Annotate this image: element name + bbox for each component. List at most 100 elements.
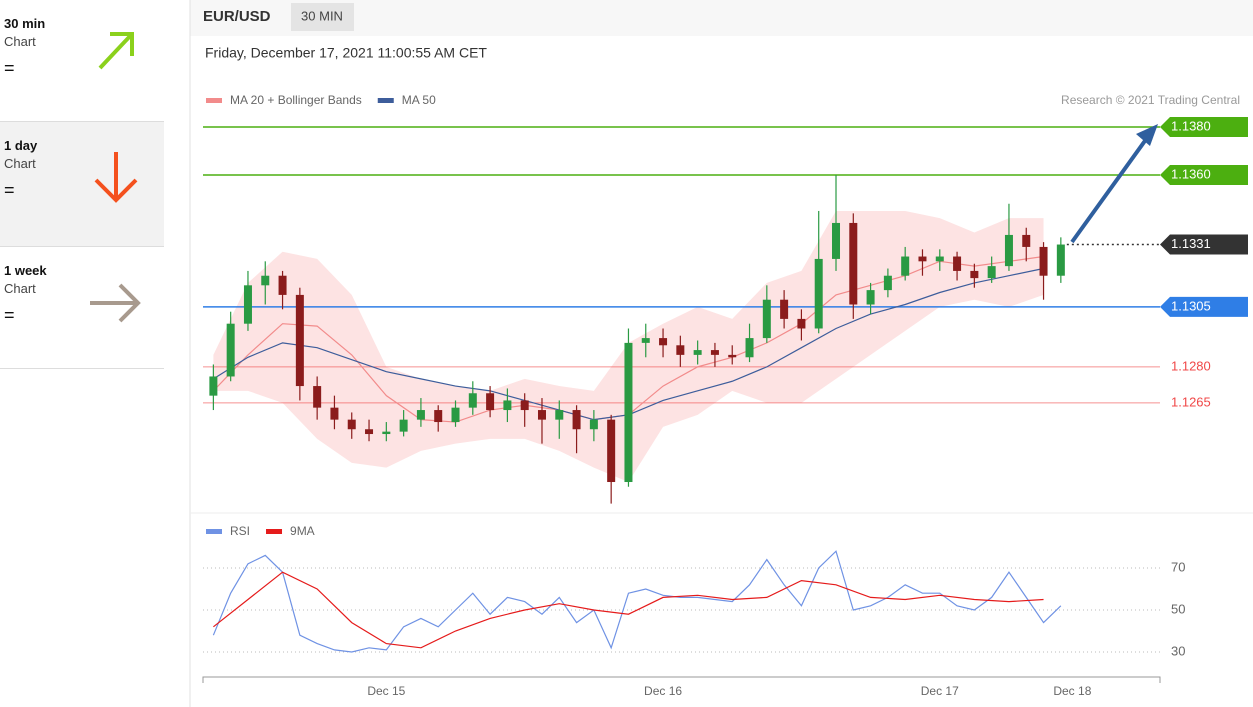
candle-body (935, 256, 944, 262)
candle-body (953, 256, 962, 271)
level-box (1160, 296, 1248, 317)
legend-label: MA 20 + Bollinger Bands (230, 93, 362, 107)
candle-body (520, 400, 529, 411)
arrow-icon (94, 152, 138, 203)
period: 1 week (4, 263, 47, 278)
signal-item[interactable]: 1 day Chart = (0, 122, 164, 247)
rsi-line (212, 550, 1062, 653)
candle-body (797, 318, 806, 329)
candle-body (676, 345, 685, 355)
level-box (1160, 164, 1248, 185)
legend-swatch (266, 529, 283, 534)
candle-body (1039, 246, 1048, 276)
candle-body (970, 270, 979, 279)
level-label: 1.1380 (1171, 118, 1211, 133)
candle-body (226, 323, 235, 377)
candle-body (278, 275, 287, 295)
candle-body (416, 410, 425, 420)
candle-body (399, 419, 408, 432)
candle-body (780, 299, 789, 319)
candle-body (1004, 234, 1013, 267)
period: 30 min (4, 16, 46, 31)
bollinger-band (213, 210, 1044, 483)
candle-body (451, 407, 460, 423)
source: Research © 2021 Trading Central (1061, 93, 1240, 107)
candle-body (1022, 234, 1031, 247)
candle-body (849, 222, 858, 305)
candle-body (883, 275, 892, 291)
forecast-arrowhead (1136, 124, 1158, 146)
candle-body (901, 256, 910, 276)
legend-swatch (377, 98, 394, 103)
arrow-icon (98, 32, 134, 70)
candle-body (243, 285, 252, 324)
label: Chart (4, 156, 36, 171)
candle-body (641, 338, 650, 343)
y-tick-label: 50 (1171, 601, 1185, 616)
candle-body (295, 294, 304, 387)
signal: = (4, 305, 15, 325)
ma-line (213, 267, 1044, 421)
arrow-icon (90, 283, 141, 323)
candle-body (468, 393, 477, 408)
x-axis (202, 676, 1161, 683)
ma-line (212, 255, 1044, 423)
timeframe: 30 MIN (301, 8, 343, 23)
candle-body (728, 354, 737, 358)
level-label: 1.1331 (1171, 236, 1211, 251)
candle-body (745, 338, 754, 358)
level-label: 1.1305 (1171, 298, 1211, 313)
candle-body (987, 266, 996, 279)
candle-body (209, 376, 218, 396)
candle-body (659, 338, 668, 346)
candle-body (537, 410, 546, 420)
y-tick-label: 70 (1171, 559, 1185, 574)
level-box (1160, 116, 1248, 137)
candle-body (607, 419, 616, 483)
candle-body (434, 410, 443, 423)
level-label: 1.1265 (1171, 394, 1211, 409)
symbol: EUR/USD (203, 8, 271, 25)
legend-label: RSI (230, 524, 250, 538)
sidebar: 30 min Chart = 1 day Chart = 1 week Char… (0, 0, 164, 369)
x-tick-label: Dec 17 (921, 684, 959, 698)
candle-body (261, 275, 270, 286)
signal: = (4, 180, 15, 200)
candle-body (832, 222, 841, 259)
y-tick-label: 30 (1171, 643, 1185, 658)
forecast-arrow (1070, 136, 1149, 244)
timestamp: Friday, December 17, 2021 11:00:55 AM CE… (205, 45, 487, 61)
legend-swatch (206, 529, 222, 534)
level-label: 1.1360 (1171, 166, 1211, 181)
candle-body (710, 350, 719, 355)
candle-body (624, 342, 633, 483)
x-tick-label: Dec 18 (1053, 684, 1091, 698)
candle-body (762, 299, 771, 339)
candle-body (693, 350, 702, 355)
candle-body (589, 419, 598, 430)
candle-body (866, 290, 875, 305)
candle-body (572, 410, 581, 430)
header-bar (190, 0, 1253, 36)
level-label: 1.1280 (1171, 358, 1211, 373)
candle-body (330, 407, 339, 420)
candle-body (486, 393, 495, 411)
signal-item[interactable]: 1 week Chart = (0, 247, 164, 369)
candle-body (382, 431, 391, 435)
rsi-line (213, 571, 1044, 649)
candle-body (347, 419, 356, 430)
signal-item[interactable]: 30 min Chart = (0, 0, 164, 122)
label: Chart (4, 281, 36, 296)
candle-body (814, 258, 823, 329)
timeframe-tag[interactable] (291, 3, 354, 31)
candle-body (555, 410, 564, 420)
level-box (1160, 234, 1248, 255)
candle-body (365, 429, 374, 435)
x-tick-label: Dec 15 (367, 684, 405, 698)
candle-body (1056, 244, 1065, 276)
legend-label: 9MA (290, 524, 315, 538)
label: Chart (4, 34, 36, 49)
period: 1 day (4, 138, 38, 153)
candle-body (313, 386, 322, 408)
